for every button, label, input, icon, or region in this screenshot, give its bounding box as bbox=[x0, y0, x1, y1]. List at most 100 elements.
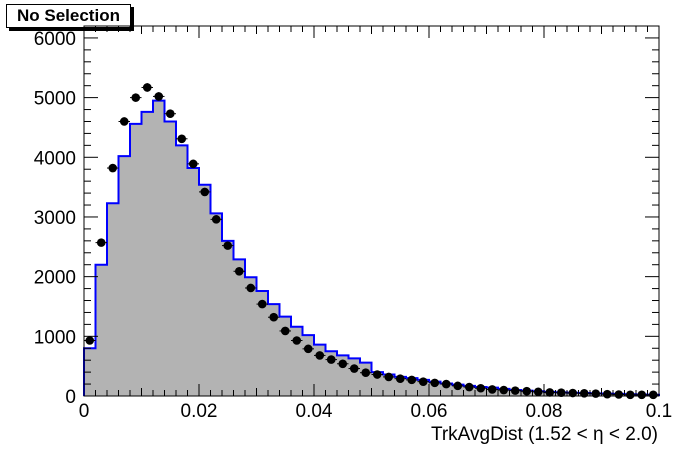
histogram-bar-28 bbox=[406, 378, 418, 396]
x-tick-label-3: 0.06 bbox=[411, 401, 448, 422]
histogram-bar-14 bbox=[245, 277, 257, 396]
data-point-7 bbox=[164, 109, 176, 119]
data-point-21 bbox=[325, 355, 337, 364]
histogram-bar-15 bbox=[256, 290, 268, 396]
data-point-42 bbox=[567, 388, 579, 398]
data-point-20 bbox=[314, 351, 326, 360]
histogram-bar-18 bbox=[291, 326, 303, 396]
data-point-41 bbox=[555, 388, 567, 398]
data-point-36 bbox=[498, 385, 510, 395]
data-point-3 bbox=[118, 117, 130, 126]
data-point-17 bbox=[279, 326, 291, 336]
data-markers-layer bbox=[84, 83, 659, 400]
data-point-6 bbox=[153, 92, 165, 101]
x-tick-label-0: 0 bbox=[79, 401, 90, 422]
data-point-49 bbox=[647, 390, 659, 400]
x-tick-label-2: 0.04 bbox=[296, 401, 333, 422]
data-point-46 bbox=[613, 390, 625, 399]
histogram-bar-16 bbox=[268, 304, 280, 396]
data-point-25 bbox=[371, 370, 383, 379]
data-point-30 bbox=[429, 378, 441, 388]
data-point-19 bbox=[302, 344, 314, 354]
data-point-9 bbox=[187, 159, 199, 169]
data-point-47 bbox=[624, 390, 636, 400]
y-tick-label-1: 1000 bbox=[34, 327, 76, 348]
histogram-title: No Selection bbox=[6, 4, 131, 28]
y-tick-label-2: 2000 bbox=[34, 268, 76, 289]
data-point-8 bbox=[176, 134, 188, 144]
histogram-bar-8 bbox=[176, 145, 188, 396]
data-point-39 bbox=[532, 387, 544, 397]
data-point-27 bbox=[394, 374, 406, 383]
data-point-37 bbox=[509, 386, 521, 395]
histogram-bars-layer bbox=[83, 99, 660, 396]
histogram-bar-13 bbox=[233, 259, 245, 396]
y-tick-label-4: 4000 bbox=[34, 148, 76, 169]
histogram-bar-11 bbox=[210, 213, 222, 396]
x-tick-label-4: 0.08 bbox=[526, 401, 563, 422]
y-tick-label-0: 0 bbox=[65, 387, 76, 408]
data-point-23 bbox=[348, 364, 360, 373]
histogram-bar-27 bbox=[394, 376, 406, 396]
histogram-bar-19 bbox=[302, 335, 314, 396]
histogram-bar-3 bbox=[118, 156, 130, 396]
histogram-bar-5 bbox=[141, 111, 153, 396]
data-point-35 bbox=[486, 385, 498, 394]
data-point-12 bbox=[222, 241, 234, 250]
histogram-bar-4 bbox=[130, 123, 142, 396]
data-point-14 bbox=[245, 283, 257, 293]
histogram-bar-29 bbox=[417, 379, 429, 396]
data-point-4 bbox=[130, 93, 142, 102]
data-point-43 bbox=[578, 389, 590, 398]
histogram-bar-12 bbox=[222, 240, 234, 396]
histogram-bar-26 bbox=[383, 374, 395, 396]
y-tick-label-6: 6000 bbox=[34, 29, 76, 50]
histogram-bar-30 bbox=[429, 381, 441, 396]
histogram-bar-1 bbox=[95, 264, 107, 396]
histogram-bar-9 bbox=[187, 168, 199, 396]
data-point-44 bbox=[590, 389, 602, 398]
data-point-33 bbox=[463, 382, 475, 392]
y-tick-label-5: 5000 bbox=[34, 89, 76, 110]
data-point-40 bbox=[544, 388, 556, 397]
data-point-45 bbox=[601, 389, 613, 399]
histogram-bar-22 bbox=[337, 355, 349, 396]
histogram-bar-20 bbox=[314, 344, 326, 396]
data-point-5 bbox=[141, 83, 153, 92]
x-tick-label-5: 0.1 bbox=[646, 401, 672, 422]
y-tick-label-3: 3000 bbox=[34, 208, 76, 229]
histogram-bar-6 bbox=[153, 100, 165, 396]
histogram-bar-23 bbox=[348, 358, 360, 396]
y-axis-ticks bbox=[84, 25, 659, 397]
data-point-11 bbox=[210, 215, 222, 224]
data-point-29 bbox=[417, 377, 429, 386]
data-point-28 bbox=[406, 375, 418, 385]
data-point-38 bbox=[521, 386, 533, 396]
data-point-13 bbox=[233, 266, 245, 276]
data-point-0 bbox=[84, 336, 96, 345]
x-axis-label: TrkAvgDist (1.52 < η < 2.0) bbox=[430, 424, 658, 445]
histogram-bar-32 bbox=[452, 384, 464, 396]
data-point-48 bbox=[636, 390, 648, 400]
histogram-bar-31 bbox=[440, 383, 452, 396]
data-point-2 bbox=[107, 163, 119, 173]
data-point-31 bbox=[440, 379, 452, 389]
histogram-bar-7 bbox=[164, 121, 176, 396]
histogram-bar-10 bbox=[199, 184, 211, 396]
y-axis-tick-labels: 0 1000 2000 3000 4000 5000 6000 bbox=[34, 29, 76, 408]
data-point-34 bbox=[475, 383, 487, 393]
data-point-15 bbox=[256, 299, 268, 309]
histogram-bar-21 bbox=[325, 351, 337, 396]
x-tick-label-1: 0.02 bbox=[181, 401, 218, 422]
histogram-bar-25 bbox=[371, 372, 383, 396]
data-point-18 bbox=[291, 336, 303, 345]
data-point-10 bbox=[199, 187, 211, 197]
data-point-24 bbox=[360, 368, 372, 378]
x-axis-ticks bbox=[83, 26, 660, 396]
data-point-16 bbox=[268, 312, 280, 322]
data-point-22 bbox=[337, 359, 349, 369]
x-axis-tick-labels: 0 0.02 0.04 0.06 0.08 0.1 bbox=[79, 401, 673, 422]
histogram-bar-17 bbox=[279, 316, 291, 396]
histogram-bar-24 bbox=[360, 362, 372, 396]
